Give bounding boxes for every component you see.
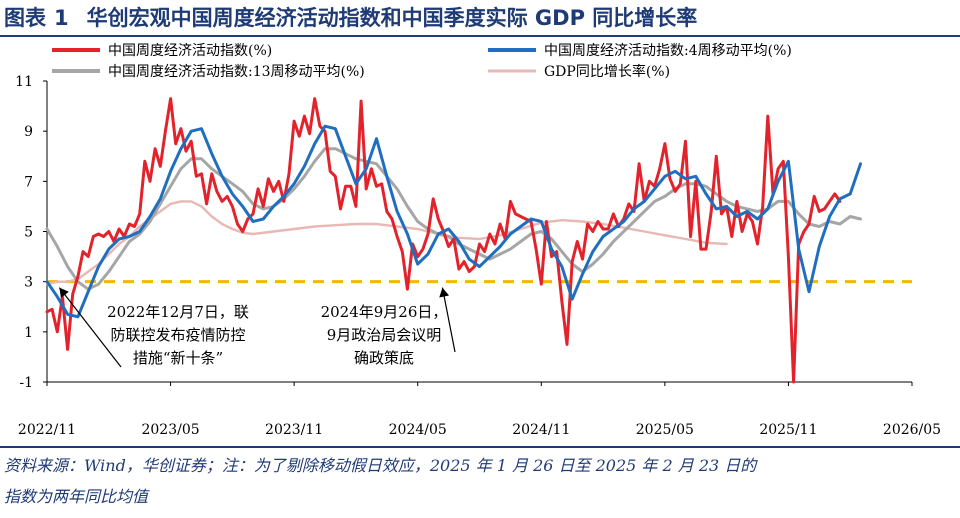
x-tick-label: 2026/05 xyxy=(883,422,941,438)
legend-layer: 中国周度经济活动指数(%) 中国周度经济活动指数:4周移动平均(%) 中国周度经济活… xyxy=(52,43,792,80)
x-tick-label: 2025/05 xyxy=(636,422,694,438)
axis-layer: -1 1 3 5 7 9 11 2022/11 2023/05 2023/11 2024/05 202… xyxy=(15,74,941,438)
annotation-arrow-2 xyxy=(441,287,456,353)
legend-label-weekly: 中国周度经济活动指数(%) xyxy=(108,43,272,59)
y-tick-label: 3 xyxy=(24,275,33,291)
source-line-1: 资料来源：Wind，华创证券；注：为了剔除移动假日效应，2025 年 1 月 2… xyxy=(4,456,757,475)
annotation-text-1: 措施“新十条” xyxy=(133,349,223,367)
y-tick-label: -1 xyxy=(19,375,33,391)
source-rule xyxy=(0,446,960,448)
annotation-arrow-1 xyxy=(58,287,122,368)
series-line-ma4 xyxy=(45,124,862,319)
source-line-2: 指数为两年同比均值 xyxy=(4,487,149,506)
annotation-arrowhead-2 xyxy=(439,287,450,298)
x-tick-label: 2023/05 xyxy=(141,422,199,438)
y-tick-label: 5 xyxy=(24,225,33,241)
y-tick-label: 1 xyxy=(24,325,33,341)
annotation-text-2: 确政策底 xyxy=(354,349,414,367)
x-tick-label: 2022/11 xyxy=(18,422,76,438)
source-note: 资料来源：Wind，华创证券；注：为了剔除移动假日效应，2025 年 1 月 2… xyxy=(4,450,954,512)
title-rule xyxy=(0,35,960,37)
series-line-gdp xyxy=(45,200,728,286)
x-tick-label: 2024/05 xyxy=(389,422,447,438)
x-tick-label: 2025/11 xyxy=(759,422,817,438)
legend-label-gdp: GDP同比增长率(%) xyxy=(544,63,670,80)
annotation-text-1: 防联控发布疫情防控 xyxy=(110,326,245,344)
x-tick-label: 2023/11 xyxy=(265,422,323,438)
annotation-arrowhead-1 xyxy=(59,287,69,298)
annotation-text-1: 2022年12月7日，联 xyxy=(107,303,249,321)
y-tick-label: 9 xyxy=(24,124,33,140)
legend-label-ma4: 中国周度经济活动指数:4周移动平均(%) xyxy=(544,43,792,59)
legend-label-ma13: 中国周度经济活动指数:13周移动平均(%) xyxy=(108,64,365,80)
y-tick-label: 11 xyxy=(15,74,33,90)
figure-number: 1 xyxy=(54,6,69,30)
chart-title: 图表 1 华创宏观中国周度经济活动指数和中国季度实际 GDP 同比增长率 xyxy=(4,2,697,34)
figure-label: 图表 xyxy=(4,6,46,30)
y-tick-label: 7 xyxy=(24,174,33,190)
figure-title-text: 华创宏观中国周度经济活动指数和中国季度实际 GDP 同比增长率 xyxy=(86,6,698,30)
x-tick-label: 2024/11 xyxy=(512,422,570,438)
series-layer xyxy=(45,97,912,384)
annotation-text-2: 2024年9月26日， xyxy=(321,303,448,321)
chart-canvas: -1 1 3 5 7 9 11 2022/11 2023/05 2023/11 2024/05 202… xyxy=(15,43,941,438)
annotation-text-2: 9月政治局会议明 xyxy=(327,326,442,344)
